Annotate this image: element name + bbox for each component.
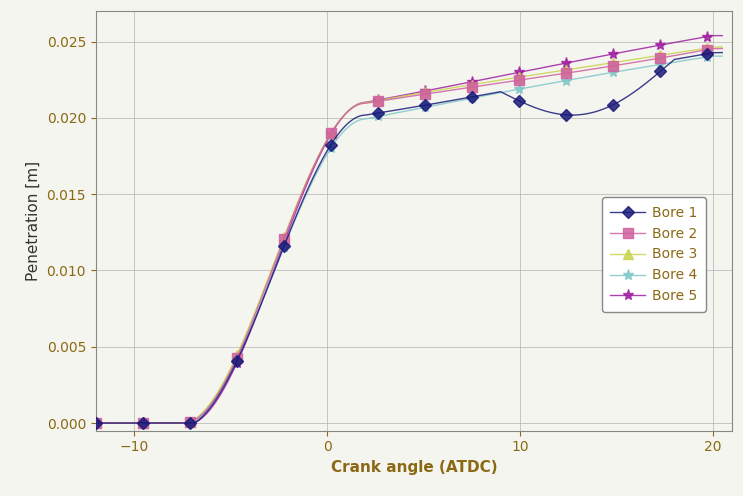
Bore 5 bbox=[131, 420, 140, 426]
Bore 1 bbox=[91, 420, 100, 426]
Bore 2 bbox=[631, 60, 640, 65]
Bore 2 bbox=[91, 420, 100, 426]
Bore 5 bbox=[632, 47, 640, 53]
Bore 3 bbox=[91, 420, 100, 426]
Bore 1 bbox=[490, 90, 499, 96]
Bore 1 bbox=[718, 50, 727, 56]
Bore 3 bbox=[490, 78, 499, 84]
Bore 3 bbox=[708, 44, 717, 50]
Bore 1 bbox=[455, 96, 464, 102]
Line: Bore 2: Bore 2 bbox=[91, 44, 727, 428]
Bore 5 bbox=[718, 33, 727, 39]
Y-axis label: Penetration [m]: Penetration [m] bbox=[26, 161, 41, 281]
Bore 5 bbox=[473, 78, 481, 84]
Bore 2 bbox=[455, 86, 464, 92]
Bore 4 bbox=[130, 420, 139, 426]
Bore 5 bbox=[456, 81, 465, 87]
Line: Bore 1: Bore 1 bbox=[91, 49, 727, 427]
Bore 5 bbox=[491, 74, 500, 80]
Bore 4 bbox=[455, 98, 464, 104]
Bore 2 bbox=[472, 84, 481, 90]
Bore 3 bbox=[472, 81, 481, 87]
Bore 4 bbox=[718, 53, 727, 59]
Bore 1 bbox=[566, 112, 575, 118]
Line: Bore 4: Bore 4 bbox=[90, 51, 728, 429]
Bore 3 bbox=[130, 420, 139, 426]
Bore 4 bbox=[708, 53, 717, 59]
Bore 5 bbox=[567, 59, 576, 65]
Legend: Bore 1, Bore 2, Bore 3, Bore 4, Bore 5: Bore 1, Bore 2, Bore 3, Bore 4, Bore 5 bbox=[602, 197, 706, 311]
Bore 1 bbox=[130, 420, 139, 426]
Bore 2 bbox=[566, 69, 575, 75]
Line: Bore 5: Bore 5 bbox=[90, 30, 728, 429]
X-axis label: Crank angle (ATDC): Crank angle (ATDC) bbox=[331, 460, 497, 475]
Bore 3 bbox=[718, 44, 727, 50]
Bore 5 bbox=[114, 420, 123, 426]
Bore 5 bbox=[714, 33, 723, 39]
Bore 2 bbox=[718, 46, 727, 52]
Line: Bore 3: Bore 3 bbox=[91, 42, 727, 428]
Bore 1 bbox=[472, 93, 481, 99]
Bore 4 bbox=[566, 77, 575, 83]
Bore 1 bbox=[631, 88, 640, 94]
Bore 4 bbox=[631, 65, 640, 71]
Bore 4 bbox=[91, 420, 100, 426]
Bore 5 bbox=[91, 420, 100, 426]
Bore 2 bbox=[490, 81, 499, 87]
Bore 2 bbox=[130, 420, 139, 426]
Bore 4 bbox=[490, 91, 499, 97]
Bore 3 bbox=[455, 84, 464, 90]
Bore 3 bbox=[566, 66, 575, 72]
Bore 4 bbox=[472, 94, 481, 100]
Bore 3 bbox=[631, 56, 640, 62]
